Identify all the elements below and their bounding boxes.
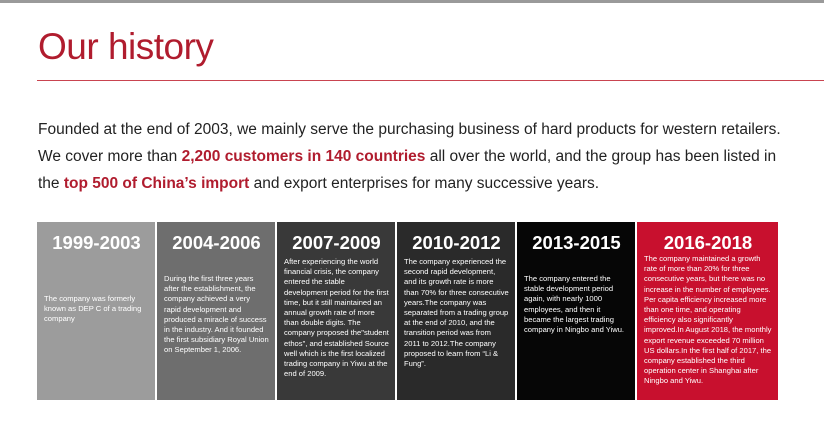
timeline-text: The company maintained a growth rate of … [644, 254, 772, 386]
timeline-period: 2013-2015 [532, 232, 621, 253]
intro-text: and export enterprises for many successi… [249, 175, 600, 192]
title-divider [37, 80, 824, 81]
timeline-period: 2010-2012 [412, 232, 501, 253]
timeline-text: During the first three years after the e… [164, 274, 269, 355]
timeline-text: After experiencing the world financial c… [284, 257, 389, 379]
intro-text: all over the world, and the group has be… [38, 148, 777, 192]
timeline-card-2016-2018: 2016-2018 The company maintained a growt… [637, 222, 778, 400]
top-border [0, 0, 824, 3]
timeline-period: 1999-2003 [52, 232, 141, 253]
timeline-card-2007-2009: 2007-2009 After experiencing the world f… [277, 222, 395, 400]
timeline-card-2010-2012: 2010-2012 The company experienced the se… [397, 222, 515, 400]
intro-highlight-customers: 2,200 customers in 140 countries [181, 148, 426, 165]
timeline-text: The company was formerly known as DEP C … [44, 294, 142, 324]
timeline-card-2004-2006: 2004-2006 During the first three years a… [157, 222, 275, 400]
timeline-period: 2007-2009 [292, 232, 381, 253]
page-title: Our history [38, 26, 214, 67]
intro-text: Founded at the end of 2003, we mainly se… [38, 121, 781, 165]
timeline-card-2013-2015: 2013-2015 The company entered the stable… [517, 222, 635, 400]
timeline-period: 2016-2018 [663, 232, 753, 253]
timeline: 1999-2003 The company was formerly known… [37, 222, 778, 400]
intro-highlight-import: top 500 of China’s import [63, 175, 250, 192]
timeline-text: The company entered the stable developme… [524, 274, 625, 335]
intro-paragraph: Founded at the end of 2003, we mainly se… [38, 116, 798, 197]
timeline-text: The company experienced the second rapid… [404, 257, 509, 369]
timeline-card-1999-2003: 1999-2003 The company was formerly known… [37, 222, 155, 400]
timeline-period: 2004-2006 [172, 232, 261, 253]
